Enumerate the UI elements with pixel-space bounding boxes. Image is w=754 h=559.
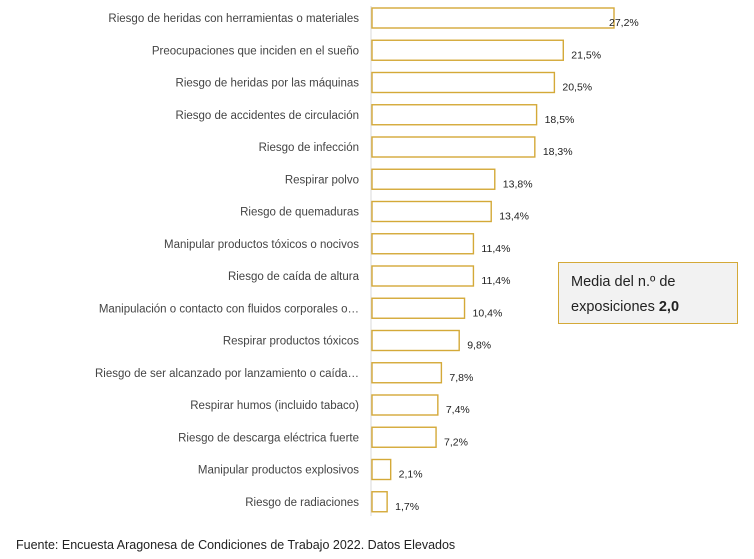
category-label: Riesgo de quemaduras xyxy=(240,207,359,219)
average-exposures-box: Media del n.º de exposiciones 2,0 xyxy=(558,262,738,324)
bar xyxy=(371,104,538,126)
value-label: 27,2% xyxy=(609,17,639,29)
category-label: Riesgo de radiaciones xyxy=(245,497,359,509)
value-label: 7,4% xyxy=(446,404,470,416)
value-label: 20,5% xyxy=(562,82,592,94)
source-note: Fuente: Encuesta Aragonesa de Condicione… xyxy=(16,538,456,552)
category-label: Manipular productos tóxicos o nocivos xyxy=(164,239,359,251)
value-label: 11,4% xyxy=(481,243,510,255)
category-label: Riesgo de descarga eléctrica fuerte xyxy=(178,432,359,444)
category-label: Respirar polvo xyxy=(285,174,359,186)
bar xyxy=(371,71,556,94)
bar xyxy=(371,491,388,513)
value-labels: 27,2% 21,5% 20,5% 18,5% 18,3% 13,8% 13,4% 11,4%… xyxy=(395,17,639,513)
bar xyxy=(371,362,443,384)
value-label: 11,4% xyxy=(481,275,510,287)
bar xyxy=(371,265,475,287)
bar xyxy=(371,394,439,416)
bar xyxy=(371,7,615,29)
value-label: 18,3% xyxy=(543,146,573,158)
value-label: 9,8% xyxy=(467,340,491,352)
category-label: Riesgo de caída de altura xyxy=(228,271,360,283)
value-label: 7,2% xyxy=(444,436,468,448)
value-label: 1,7% xyxy=(395,501,419,513)
bars xyxy=(371,7,615,513)
category-label: Riesgo de heridas por las máquinas xyxy=(176,78,360,90)
category-label: Riesgo de accidentes de circulación xyxy=(176,110,359,122)
category-labels: Riesgo de heridas con herramientas o mat… xyxy=(95,13,360,509)
bar xyxy=(371,426,437,448)
bar xyxy=(371,39,564,61)
bar xyxy=(371,458,392,481)
value-label: 2,1% xyxy=(399,469,423,481)
value-label: 21,5% xyxy=(571,49,601,61)
bar xyxy=(371,233,475,255)
category-label: Manipular productos explosivos xyxy=(198,465,359,477)
bar xyxy=(371,136,536,158)
value-label: 7,8% xyxy=(449,372,473,384)
category-label: Riesgo de ser alcanzado por lanzamiento … xyxy=(95,368,359,380)
category-label: Manipulación o contacto con fluidos corp… xyxy=(99,303,359,315)
average-exposures-text: Media del n.º de exposiciones xyxy=(571,274,676,315)
average-exposures-value: 2,0 xyxy=(658,299,680,315)
bar xyxy=(371,329,460,352)
bar xyxy=(371,200,492,223)
bar xyxy=(371,168,496,190)
category-label: Riesgo de heridas con herramientas o mat… xyxy=(108,13,359,25)
value-label: 18,5% xyxy=(545,114,575,126)
category-label: Respirar humos (incluido tabaco) xyxy=(190,400,359,412)
value-label: 13,8% xyxy=(503,178,533,190)
category-label: Riesgo de infección xyxy=(259,142,359,154)
bar xyxy=(371,297,466,319)
category-label: Respirar productos tóxicos xyxy=(223,336,359,348)
category-label: Preocupaciones que inciden en el sueño xyxy=(152,45,359,57)
value-label: 13,4% xyxy=(499,211,529,223)
value-label: 10,4% xyxy=(473,307,503,319)
